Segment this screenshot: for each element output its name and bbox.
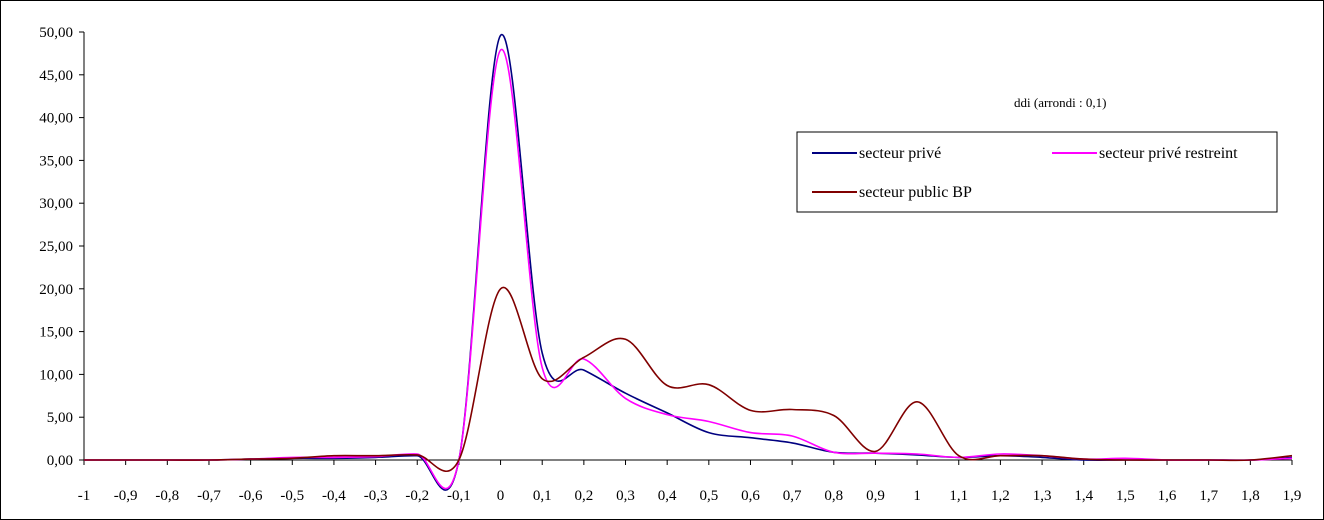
x-tick-label: -1 [78, 488, 91, 504]
x-tick-label: 0,4 [658, 488, 677, 504]
x-tick-label: -0,5 [280, 488, 304, 504]
x-tick-label: -0,7 [197, 488, 221, 504]
chart-axes: 0,00 5,00 10,00 15,00 20,00 25,00 30,00 35,00 40… [39, 25, 1301, 504]
x-tick-label: 1 [913, 488, 921, 504]
x-tick-label: 0,3 [616, 488, 635, 504]
x-tick-label: 1,8 [1241, 488, 1260, 504]
chart-annotation: ddi (arrondi : 0,1) [1014, 95, 1106, 110]
y-tick-label: 40,00 [39, 111, 73, 127]
x-tick-label: -0,2 [405, 488, 429, 504]
y-tick-label: 30,00 [39, 196, 73, 212]
x-tick-label: 1,7 [1199, 488, 1218, 504]
x-tick-label: 1,9 [1283, 488, 1302, 504]
chart-legend: secteur privé secteur privé restreint sect… [796, 131, 1278, 213]
x-tick-label: 1,3 [1033, 488, 1052, 504]
series-line-secteur-prive [83, 34, 1293, 491]
x-tick-label: -0,3 [364, 488, 388, 504]
x-tick-label: -0,1 [447, 488, 471, 504]
x-tick-label: 1,4 [1074, 488, 1093, 504]
x-tick-label: -0,6 [239, 488, 263, 504]
x-tick-label: 0,1 [533, 488, 552, 504]
x-tick-label: 1,2 [991, 488, 1010, 504]
y-tick-label: 50,00 [39, 25, 73, 41]
x-tick-label: 0 [497, 488, 505, 504]
y-tick-label: 10,00 [39, 367, 73, 383]
series-line-secteur-public-bp [83, 286, 1293, 472]
x-tick-label: -0,4 [322, 488, 346, 504]
x-tick-label: 0,6 [741, 488, 760, 504]
x-tick-label: 0,9 [866, 488, 885, 504]
x-tick-label: -0,8 [155, 488, 179, 504]
x-tick-label: -0,9 [114, 488, 138, 504]
series-line-secteur-prive-restreint [83, 49, 1293, 490]
legend-label: secteur privé restreint [1099, 145, 1238, 162]
x-tick-label: 1,1 [949, 488, 968, 504]
x-tick-label: 0,8 [824, 488, 843, 504]
legend-label: secteur privé [859, 145, 941, 162]
chart-series [83, 34, 1293, 491]
y-tick-label: 20,00 [39, 282, 73, 298]
y-tick-label: 35,00 [39, 153, 73, 169]
y-tick-label: 45,00 [39, 68, 73, 84]
legend-label: secteur public BP [859, 184, 972, 201]
x-tick-label: 1,6 [1158, 488, 1177, 504]
y-tick-label: 5,00 [47, 410, 73, 426]
y-tick-label: 0,00 [47, 453, 73, 469]
y-tick-label: 25,00 [39, 239, 73, 255]
y-tick-label: 15,00 [39, 325, 73, 341]
x-tick-label: 1,5 [1116, 488, 1135, 504]
x-tick-label: 0,7 [783, 488, 802, 504]
x-tick-label: 0,5 [699, 488, 718, 504]
legend-box [796, 131, 1278, 213]
x-tick-label: 0,2 [574, 488, 593, 504]
